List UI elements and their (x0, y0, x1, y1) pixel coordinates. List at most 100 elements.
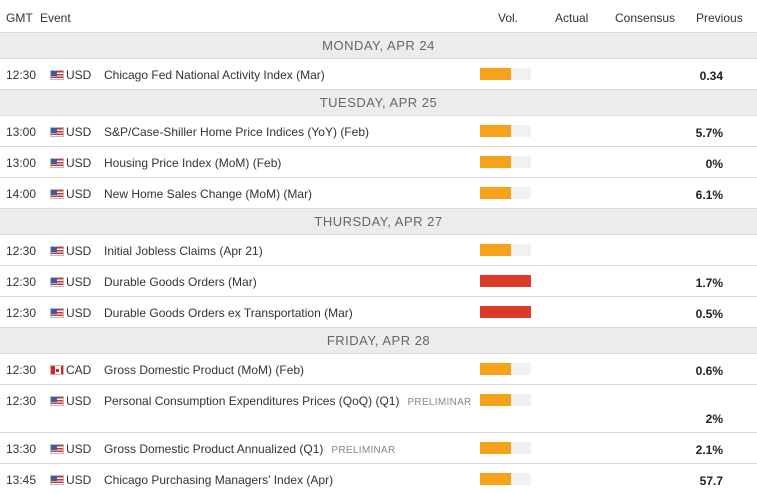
event-time: 13:00 (6, 156, 37, 170)
event-name[interactable]: S&P/Case-Shiller Home Price Indices (YoY… (104, 125, 369, 139)
volatility-bar (480, 442, 531, 454)
event-previous: 5.7% (695, 126, 723, 140)
event-name[interactable]: Personal Consumption Expenditures Prices… (104, 394, 472, 408)
event-time: 12:30 (6, 244, 37, 258)
volatility-fill (480, 68, 511, 80)
event-title[interactable]: Chicago Purchasing Managers' Index (Apr) (104, 473, 334, 487)
col-actual-header: Actual (555, 11, 589, 25)
event-time: 13:30 (6, 442, 37, 456)
event-name[interactable]: Housing Price Index (MoM) (Feb) (104, 156, 281, 170)
event-name[interactable]: Durable Goods Orders ex Transportation (… (104, 306, 353, 320)
us-flag-icon (50, 444, 64, 454)
event-currency: USD (66, 68, 92, 82)
event-title[interactable]: Housing Price Index (MoM) (Feb) (104, 156, 282, 170)
event-time: 12:30 (6, 306, 37, 320)
col-vol-header: Vol. (498, 11, 519, 25)
event-currency: USD (66, 275, 92, 289)
calendar-header: GMT Event Vol. Actual Consensus Previous (0, 0, 757, 33)
event-row[interactable]: 12:30 USD Durable Goods Orders (Mar) 1.7% (0, 266, 757, 297)
event-name[interactable]: New Home Sales Change (MoM) (Mar) (104, 187, 312, 201)
event-row[interactable]: 12:30 USD Initial Jobless Claims (Apr 21) (0, 235, 757, 266)
event-time: 12:30 (6, 394, 37, 408)
volatility-bar (480, 394, 531, 406)
event-previous: 2% (705, 412, 723, 426)
day-header: MONDAY, APR 24 (0, 33, 757, 59)
volatility-bar (480, 187, 531, 199)
event-time: 14:00 (6, 187, 37, 201)
event-time: 12:30 (6, 275, 37, 289)
event-time: 12:30 (6, 68, 37, 82)
event-previous: 0.5% (695, 307, 723, 321)
event-currency: USD (66, 244, 92, 258)
volatility-fill (480, 244, 511, 256)
us-flag-icon (50, 189, 64, 199)
volatility-bar (480, 125, 531, 137)
event-previous: 6.1% (695, 188, 723, 202)
us-flag-icon (50, 396, 64, 406)
volatility-fill (480, 187, 511, 199)
event-row[interactable]: 13:45 USD Chicago Purchasing Managers' Ind… (0, 464, 757, 493)
event-name[interactable]: Initial Jobless Claims (Apr 21) (104, 244, 263, 258)
volatility-fill (480, 275, 531, 287)
event-previous: 2.1% (695, 443, 723, 457)
volatility-fill (480, 394, 511, 406)
event-currency: CAD (66, 363, 92, 377)
event-title[interactable]: Durable Goods Orders (Mar) (104, 275, 257, 289)
event-title[interactable]: New Home Sales Change (MoM) (Mar) (104, 187, 313, 201)
event-time: 13:00 (6, 125, 37, 139)
event-tag: PRELIMINAR (331, 445, 396, 456)
event-row[interactable]: 12:30 CAD Gross Domestic Product (MoM) (Fe… (0, 354, 757, 385)
event-title[interactable]: Personal Consumption Expenditures Prices… (104, 394, 400, 408)
event-title[interactable]: Gross Domestic Product Annualized (Q1) (104, 442, 324, 456)
us-flag-icon (50, 277, 64, 287)
us-flag-icon (50, 246, 64, 256)
volatility-fill (480, 306, 531, 318)
event-previous: 0.34 (699, 69, 723, 83)
event-currency: USD (66, 306, 92, 320)
event-title[interactable]: Chicago Fed National Activity Index (Mar… (104, 68, 325, 82)
us-flag-icon (50, 158, 64, 168)
calendar-body: MONDAY, APR 24 12:30 USD Chicago Fed Nation… (0, 33, 757, 493)
volatility-bar (480, 275, 531, 287)
volatility-bar (480, 473, 531, 485)
event-previous: 0% (705, 157, 723, 171)
volatility-fill (480, 442, 511, 454)
event-row[interactable]: 12:30 USD Durable Goods Orders ex Transpor… (0, 297, 757, 328)
us-flag-icon (50, 308, 64, 318)
us-flag-icon (50, 475, 64, 485)
volatility-bar (480, 68, 531, 80)
us-flag-icon (50, 127, 64, 137)
event-name[interactable]: Chicago Fed National Activity Index (Mar… (104, 68, 325, 82)
volatility-fill (480, 363, 511, 375)
day-header: TUESDAY, APR 25 (0, 90, 757, 116)
event-title[interactable]: Durable Goods Orders ex Transportation (… (104, 306, 353, 320)
event-row[interactable]: 13:00 USD Housing Price Index (MoM) (Feb) 0… (0, 147, 757, 178)
col-previous-header: Previous (696, 11, 743, 25)
event-currency: USD (66, 187, 92, 201)
event-name[interactable]: Durable Goods Orders (Mar) (104, 275, 257, 289)
event-previous: 57.7 (699, 474, 723, 488)
event-title[interactable]: S&P/Case-Shiller Home Price Indices (YoY… (104, 125, 369, 139)
event-name[interactable]: Gross Domestic Product Annualized (Q1) PR… (104, 442, 396, 456)
event-name[interactable]: Gross Domestic Product (MoM) (Feb) (104, 363, 304, 377)
event-currency: USD (66, 125, 92, 139)
ca-flag-icon (50, 365, 64, 375)
event-time: 12:30 (6, 363, 37, 377)
event-title[interactable]: Gross Domestic Product (MoM) (Feb) (104, 363, 305, 377)
day-header: FRIDAY, APR 28 (0, 328, 757, 354)
volatility-bar (480, 306, 531, 318)
day-header: THURSDAY, APR 27 (0, 209, 757, 235)
volatility-fill (480, 156, 511, 168)
event-time: 13:45 (6, 473, 37, 487)
event-row[interactable]: 13:30 USD Gross Domestic Product Annualize… (0, 433, 757, 464)
event-row[interactable]: 12:30 USD Chicago Fed National Activity In… (0, 59, 757, 90)
event-row[interactable]: 12:30 USD Personal Consumption Expenditure… (0, 385, 757, 433)
event-row[interactable]: 14:00 USD New Home Sales Change (MoM) (Mar… (0, 178, 757, 209)
col-gmt-header: GMT (6, 11, 33, 25)
event-name[interactable]: Chicago Purchasing Managers' Index (Apr) (104, 473, 333, 487)
event-title[interactable]: Initial Jobless Claims (Apr 21) (104, 244, 263, 258)
event-row[interactable]: 13:00 USD S&P/Case-Shiller Home Price Indi… (0, 116, 757, 147)
event-previous: 0.6% (695, 364, 723, 378)
event-currency: USD (66, 394, 92, 408)
